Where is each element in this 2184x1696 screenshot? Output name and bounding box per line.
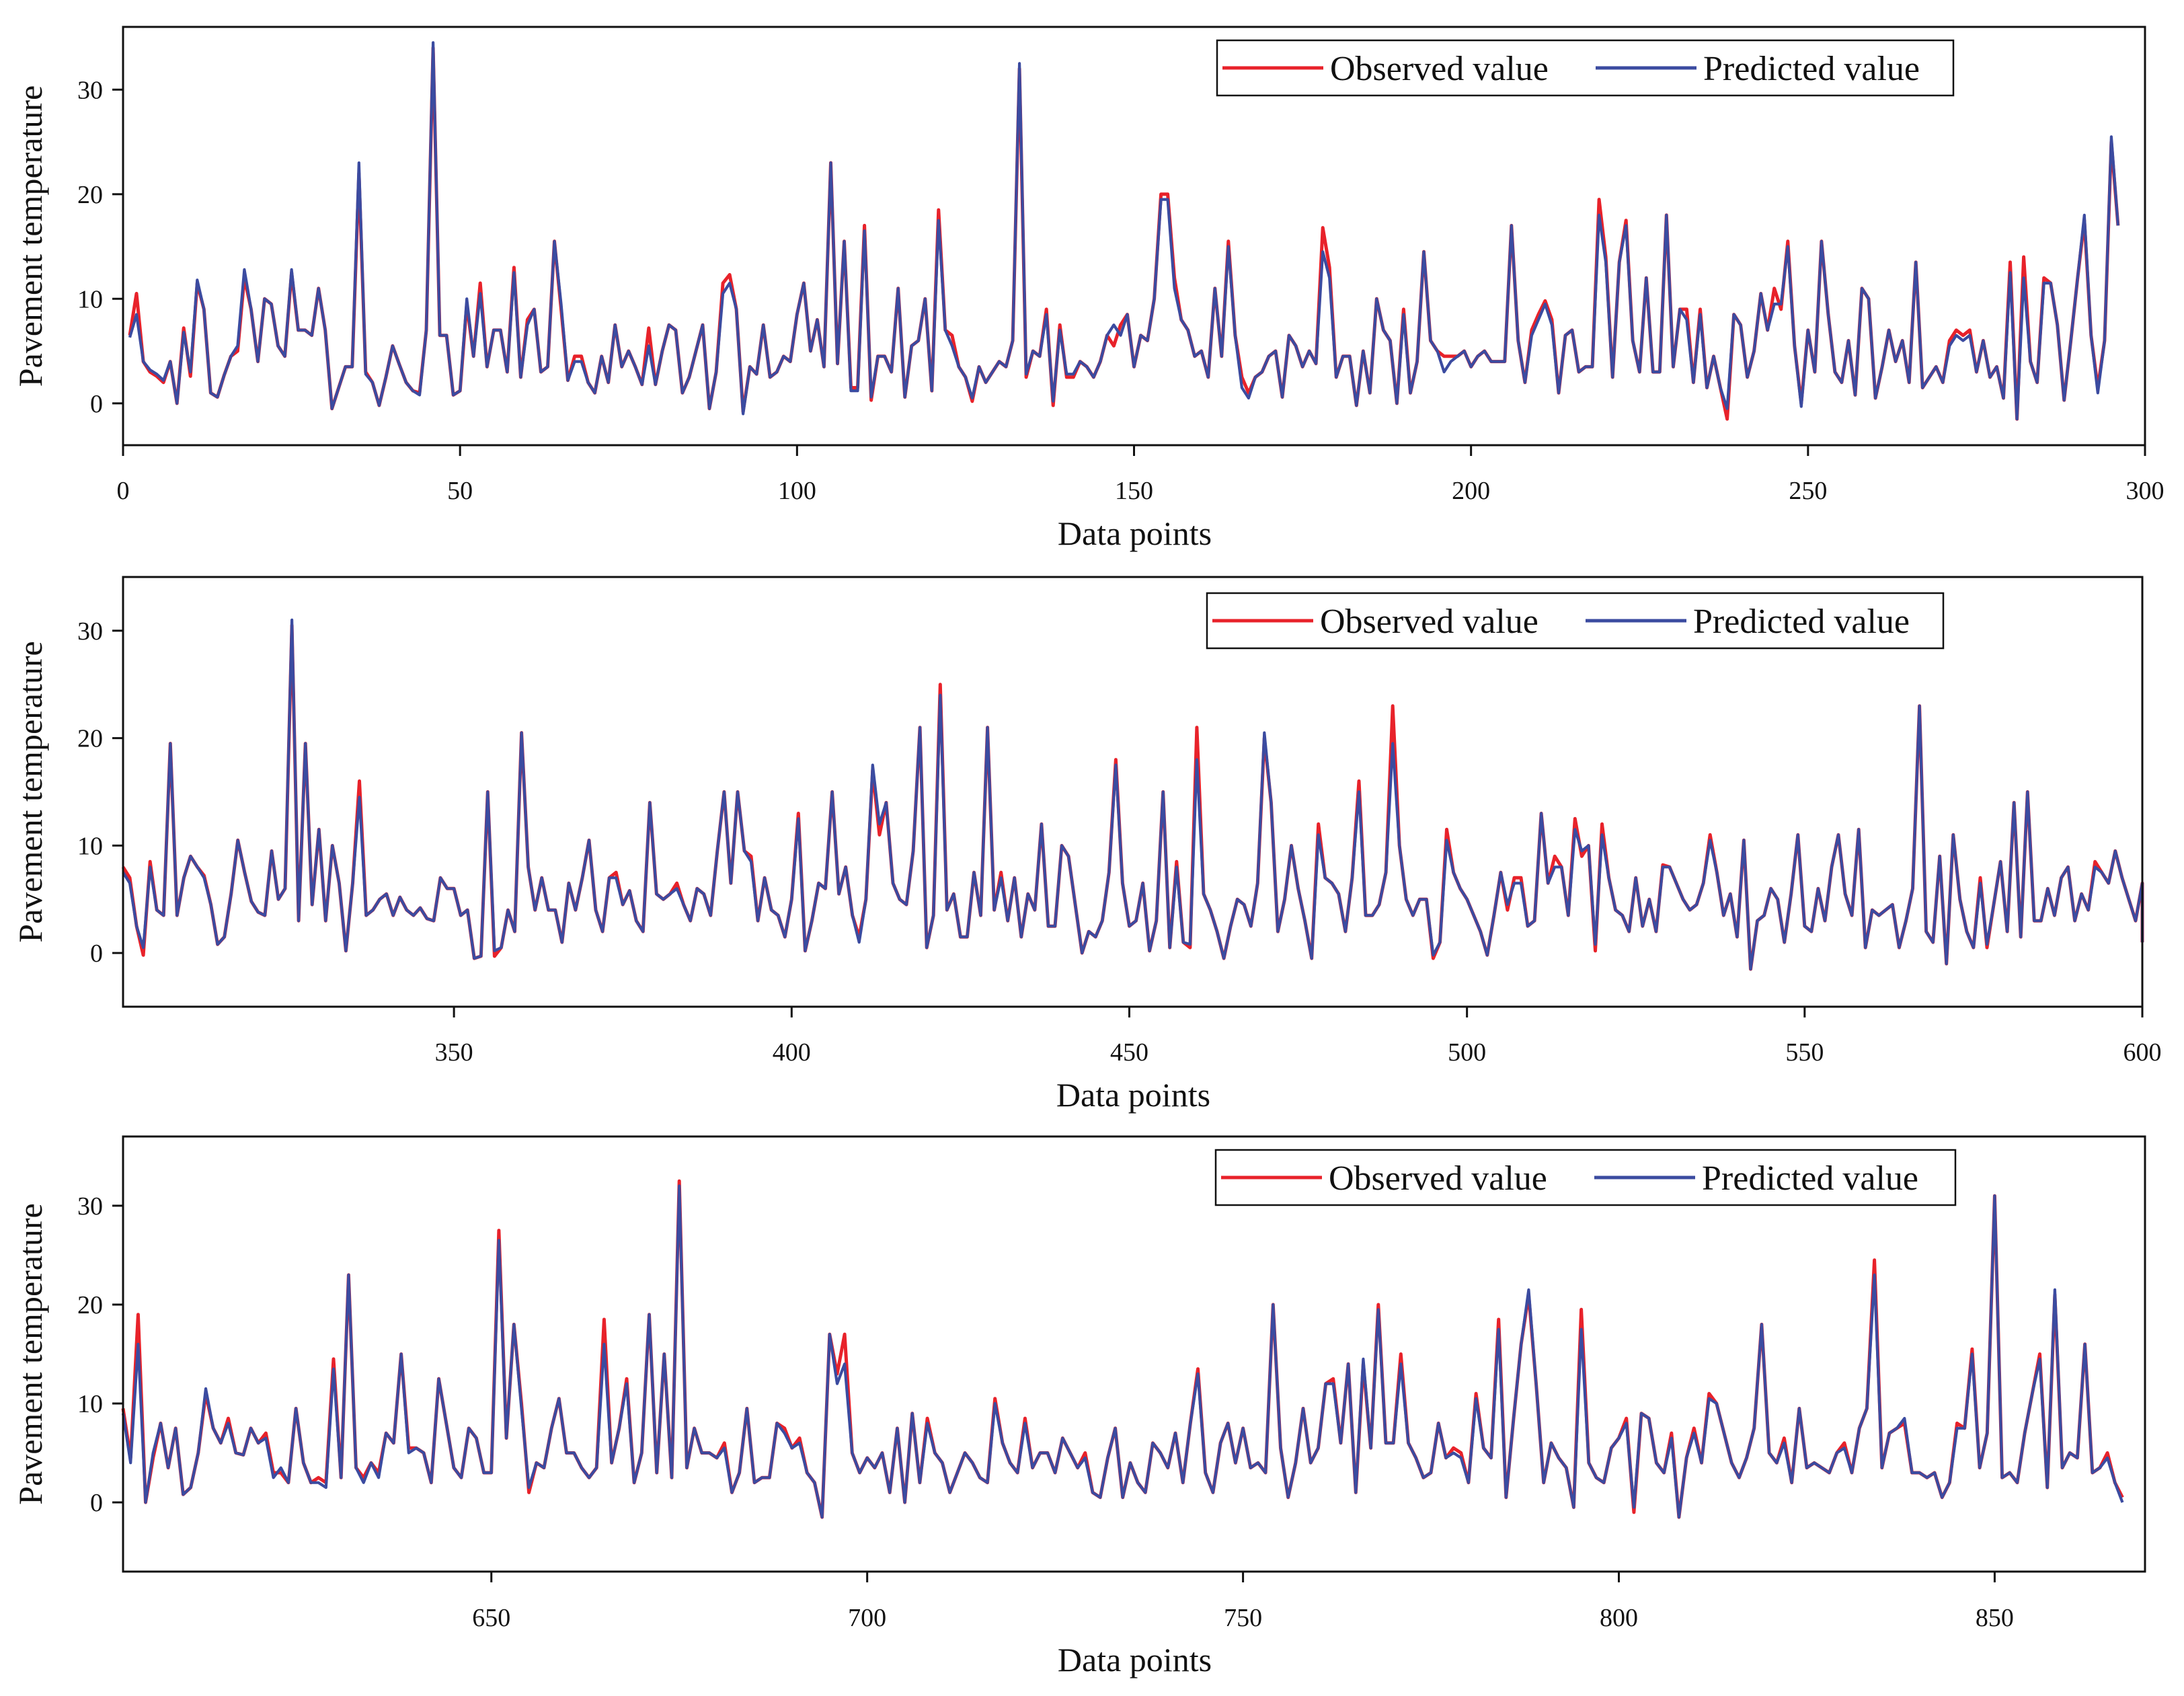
legend-box [1206, 592, 1945, 650]
x-axis-title: Data points [1058, 514, 1212, 552]
chart-panel-3: 650 700 750 800 850 0 10 20 30 Data points Pavemen… [11, 1135, 2146, 1679]
legend-label-predicted: Predicted value [1693, 603, 1910, 641]
y-tick-label: 20 [77, 725, 103, 753]
y-axis-title: Pavement temperature [11, 641, 49, 942]
y-axis-title: Pavement temperature [11, 85, 49, 387]
x-tick-label: 850 [1976, 1604, 2014, 1632]
y-tick-label: 0 [90, 939, 103, 968]
series-line-predicted [128, 41, 2119, 421]
y-tick-label: 0 [90, 390, 103, 418]
legend-box [1214, 1149, 1957, 1206]
legend-label-observed: Observed value [1320, 603, 1538, 641]
legend: Observed value Predicted value [1216, 39, 1955, 97]
y-tick-label: 10 [77, 285, 103, 313]
plot-frame [122, 1135, 2146, 1573]
y-tick-label: 30 [77, 76, 103, 104]
x-tick-label: 300 [2126, 477, 2164, 505]
x-tick-label: 450 [1110, 1038, 1148, 1067]
legend: Observed value Predicted value [1214, 1149, 1957, 1206]
y-tick-label: 0 [90, 1489, 103, 1517]
x-tick-label: 350 [435, 1038, 473, 1067]
x-tick-label: 600 [2123, 1038, 2162, 1067]
chart-panel-1: 0 50 100 150 200 250 300 0 10 20 30 Data points Pave… [11, 26, 2164, 552]
y-tick-label: 10 [77, 1390, 103, 1418]
y-tick-label: 30 [77, 617, 103, 646]
x-tick-label: 750 [1224, 1604, 1262, 1632]
legend-label-predicted: Predicted value [1703, 50, 1920, 88]
x-tick-label: 100 [778, 477, 816, 505]
plot-frame [122, 576, 2144, 1008]
x-tick-label: 150 [1115, 477, 1153, 505]
legend-box [1216, 39, 1955, 97]
x-tick-label: 400 [773, 1038, 811, 1067]
x-tick-label: 250 [1789, 477, 1827, 505]
x-tick-label: 700 [848, 1604, 886, 1632]
y-tick-label: 10 [77, 832, 103, 860]
legend: Observed value Predicted value [1206, 592, 1945, 650]
series-line-predicted [122, 618, 2144, 971]
x-tick-label: 650 [472, 1604, 510, 1632]
y-tick-label: 30 [77, 1192, 103, 1221]
x-tick-label: 550 [1785, 1038, 1824, 1067]
legend-label-predicted: Predicted value [1702, 1159, 1918, 1198]
series-line-predicted [121, 1184, 2124, 1519]
x-axis-title: Data points [1058, 1641, 1212, 1679]
x-tick-label: 0 [117, 477, 130, 505]
x-tick-label: 200 [1452, 477, 1490, 505]
x-tick-label: 500 [1448, 1038, 1486, 1067]
x-tick-label: 800 [1600, 1604, 1638, 1632]
chart-panel-2: 350 400 450 500 550 600 0 10 20 30 Data points Pave… [11, 576, 2162, 1114]
legend-label-observed: Observed value [1329, 1159, 1547, 1198]
x-tick-label: 50 [447, 477, 473, 505]
y-axis-title: Pavement temperature [11, 1203, 49, 1504]
x-axis-title: Data points [1056, 1076, 1210, 1114]
legend-label-observed: Observed value [1330, 50, 1549, 88]
y-tick-label: 20 [77, 1291, 103, 1319]
y-tick-label: 20 [77, 181, 103, 209]
